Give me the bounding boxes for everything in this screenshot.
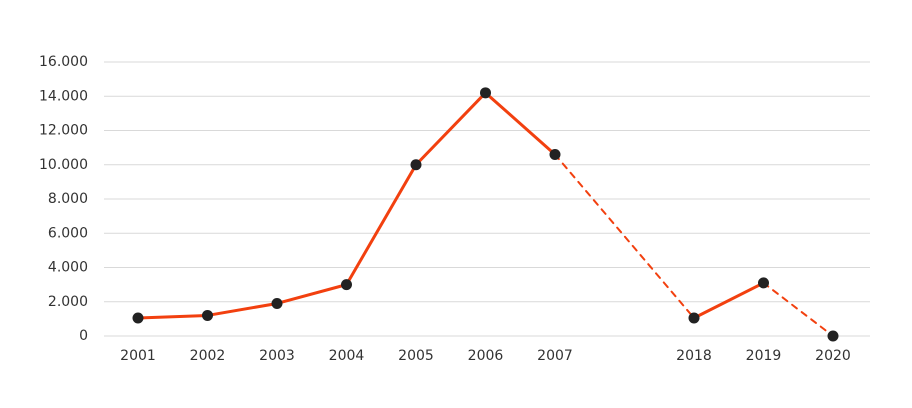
line-segment <box>136 313 209 320</box>
y-tick-label: 12.000 <box>39 123 88 139</box>
line-segment <box>275 283 348 305</box>
y-tick-label: 14.000 <box>39 88 88 104</box>
y-tick-label: 6.000 <box>48 225 88 241</box>
line-segment <box>345 163 418 287</box>
x-tick-label: 2003 <box>259 348 295 364</box>
data-point <box>410 159 422 171</box>
y-tick-label: 8.000 <box>48 191 88 207</box>
x-tick-label: 2019 <box>746 348 782 364</box>
x-tick-label: 2004 <box>329 348 365 364</box>
x-tick-label: 2007 <box>537 348 573 364</box>
y-tick-label: 2.000 <box>48 294 88 310</box>
line-segment <box>414 91 487 167</box>
x-tick-label: 2002 <box>190 348 226 364</box>
y-tick-label: 10.000 <box>39 157 88 173</box>
x-tick-label: 2020 <box>815 348 851 364</box>
y-tick-label: 0 <box>79 328 88 344</box>
data-point <box>688 312 700 324</box>
y-tick-label: 4.000 <box>48 260 88 276</box>
data-point <box>549 148 561 160</box>
line-segment-dashed <box>762 281 834 337</box>
data-point <box>480 87 491 99</box>
line-segment <box>692 281 765 320</box>
x-tick-label: 2018 <box>676 348 712 364</box>
line-segment <box>206 301 279 317</box>
x-tick-label: 2001 <box>120 348 156 364</box>
data-point <box>202 309 213 321</box>
data-point <box>132 312 144 324</box>
x-tick-label: 2005 <box>398 348 434 364</box>
x-tick-label: 2006 <box>468 348 504 364</box>
line-segment-dashed <box>554 153 695 320</box>
data-point <box>341 279 352 291</box>
data-point <box>271 297 283 309</box>
data-point <box>827 330 839 342</box>
data-point <box>758 277 769 289</box>
line-segment <box>484 91 557 156</box>
y-tick-label: 16.000 <box>39 54 88 70</box>
